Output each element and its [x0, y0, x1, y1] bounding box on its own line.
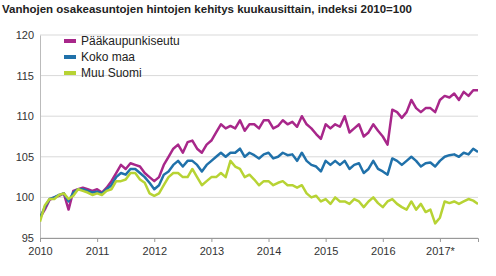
y-tick-label: 120: [16, 29, 34, 41]
y-tick-label: 105: [16, 151, 34, 163]
y-tick-label: 95: [22, 232, 34, 244]
x-tick-mark: [211, 238, 212, 242]
x-tick-label: 2010: [28, 245, 52, 257]
legend-swatch: [64, 55, 76, 59]
grid-line: [40, 197, 478, 198]
y-tick-label: 100: [16, 191, 34, 203]
x-tick: 2012: [143, 238, 167, 257]
x-tick-label: 2015: [314, 245, 338, 257]
y-axis: 95 100 105 110 115 120: [16, 29, 41, 244]
legend-label: Pääkaupunkiseutu: [81, 34, 180, 48]
x-tick: 2014: [257, 238, 281, 257]
x-tick-label: 2016: [371, 245, 395, 257]
y-axis-line: [40, 36, 41, 239]
series-line: [40, 161, 478, 224]
x-tick-label: 2014: [257, 245, 281, 257]
x-tick-label: 2012: [143, 245, 167, 257]
legend: Pääkaupunkiseutu Koko maa Muu Suomi: [64, 34, 180, 80]
x-tick-mark: [97, 238, 98, 242]
plot-area: [40, 90, 478, 223]
legend-swatch: [64, 71, 76, 75]
legend-swatch: [64, 39, 76, 43]
x-tick: 2011: [86, 238, 110, 257]
legend-label: Muu Suomi: [81, 66, 142, 80]
chart: Vanhojen osakeasuntojen hintojen kehitys…: [0, 0, 496, 276]
x-tick: 2010: [28, 238, 52, 257]
y-tick: 110: [16, 110, 40, 122]
x-tick-label: 2017*: [426, 245, 455, 257]
y-tick: 95: [22, 232, 40, 244]
y-tick-label: 115: [16, 70, 34, 82]
series-line: [40, 149, 478, 218]
x-tick-mark: [326, 238, 327, 242]
grid-line: [40, 116, 478, 117]
x-tick: 2013: [200, 238, 224, 257]
x-tick: 2017*: [426, 238, 455, 257]
grid: [40, 35, 478, 238]
x-tick-label: 2011: [86, 245, 110, 257]
y-tick: 115: [16, 70, 40, 82]
x-tick-label: 2013: [200, 245, 224, 257]
y-tick: 120: [16, 29, 40, 41]
x-tick-mark: [440, 238, 441, 242]
x-tick-mark: [154, 238, 155, 242]
title: Vanhojen osakeasuntojen hintojen kehitys…: [2, 3, 412, 15]
x-tick: 2015: [314, 238, 338, 257]
x-tick-mark: [383, 238, 384, 242]
x-tick: 2016: [371, 238, 395, 257]
series-line: [40, 90, 478, 217]
y-tick-label: 110: [16, 110, 34, 122]
x-tick-mark: [269, 238, 270, 242]
x-tick-mark: [40, 238, 41, 242]
x-axis-line: [41, 239, 479, 243]
y-tick: 105: [16, 151, 40, 163]
y-tick: 100: [16, 191, 40, 203]
legend-label: Koko maa: [81, 50, 135, 64]
x-axis: 2010 2011 2012 2013 2014 2015 2016 2017*: [28, 238, 478, 257]
